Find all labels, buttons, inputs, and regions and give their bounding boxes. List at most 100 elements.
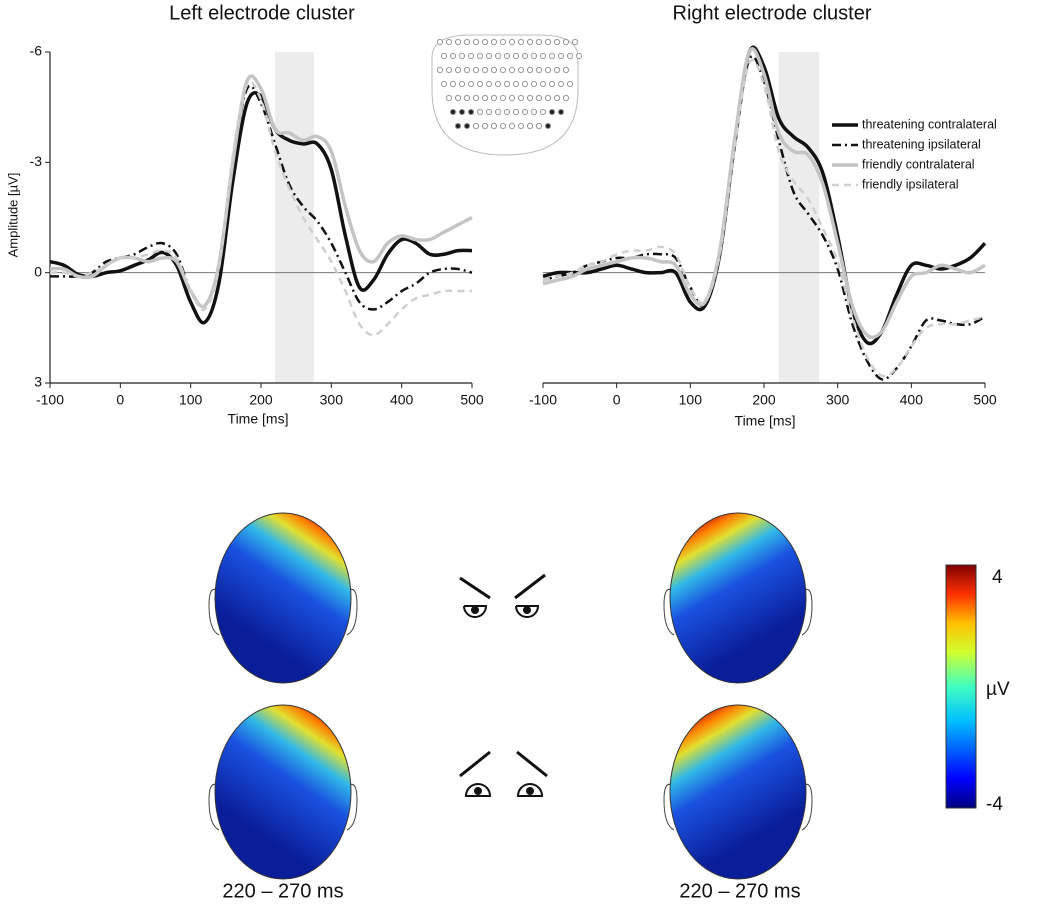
colorbar-tick-label: -4 — [986, 794, 1003, 815]
electrode — [485, 52, 493, 60]
electrode — [512, 80, 520, 88]
electrode — [517, 38, 525, 46]
colorbar-tick-label: 4 — [992, 567, 1003, 588]
electrode — [566, 52, 574, 60]
electrode — [503, 108, 511, 116]
series-line — [542, 58, 986, 378]
electrode — [463, 94, 471, 102]
x-tick-label: 0 — [116, 392, 124, 408]
x-tick-label: 0 — [613, 392, 621, 408]
electrode — [526, 94, 534, 102]
electrode — [530, 80, 538, 88]
y-tick-label: -6 — [30, 43, 43, 59]
electrode — [440, 52, 448, 60]
electrode — [445, 66, 453, 74]
legend-label: threatening contralateral — [862, 117, 997, 131]
electrode — [512, 108, 520, 116]
x-tick-label: -100 — [529, 392, 557, 408]
electrode — [526, 122, 534, 130]
electrode — [481, 94, 489, 102]
electrode — [499, 66, 507, 74]
electrode — [544, 66, 552, 74]
electrode — [548, 80, 556, 88]
series-line — [542, 55, 986, 381]
series-line — [542, 47, 986, 340]
electrode — [481, 122, 489, 130]
x-tick-label: 400 — [390, 392, 414, 408]
electrode — [526, 38, 534, 46]
electrode — [436, 38, 444, 46]
electrode — [508, 122, 516, 130]
electrode — [535, 38, 543, 46]
electrode — [481, 66, 489, 74]
topomaps: 220 – 270 ms 220 – 270 ms — [208, 512, 813, 902]
electrode — [449, 80, 457, 88]
electrode — [454, 66, 462, 74]
electrode — [562, 66, 570, 74]
electrode — [548, 52, 556, 60]
electrode — [539, 80, 547, 88]
electrode — [553, 94, 561, 102]
friendly-eyes-icon — [459, 750, 548, 797]
electrode — [472, 94, 480, 102]
electrode — [467, 80, 475, 88]
x-tick-label: 200 — [752, 392, 776, 408]
electrode — [490, 122, 498, 130]
electrode — [571, 38, 579, 46]
electrode — [472, 66, 480, 74]
electrode — [539, 52, 547, 60]
x-tick-label: 100 — [179, 392, 203, 408]
electrode — [575, 52, 583, 60]
electrode — [494, 108, 502, 116]
electrode — [503, 80, 511, 88]
electrode — [476, 80, 484, 88]
electrode — [445, 38, 453, 46]
highlight-window — [275, 52, 314, 383]
x-tick-label: -100 — [36, 392, 64, 408]
y-tick-label: 0 — [34, 263, 42, 279]
chart-title: Left electrode cluster — [169, 2, 355, 24]
electrode — [530, 108, 538, 116]
electrode — [476, 52, 484, 60]
colorbar-scale — [945, 564, 977, 809]
x-tick-label: 200 — [249, 392, 273, 408]
electrode — [562, 94, 570, 102]
electrode — [467, 108, 475, 116]
electrode — [557, 80, 565, 88]
electrode — [499, 38, 507, 46]
time-window-label: 220 – 270 ms — [222, 880, 343, 902]
x-tick-label: 400 — [900, 392, 924, 408]
electrode — [467, 52, 475, 60]
electrode — [521, 80, 529, 88]
electrode — [436, 66, 444, 74]
electrode — [517, 122, 525, 130]
electrode — [481, 38, 489, 46]
chart-title: Right electrode cluster — [673, 2, 872, 24]
electrode — [503, 52, 511, 60]
topomap — [208, 704, 358, 880]
electrode — [472, 38, 480, 46]
electrode — [539, 108, 547, 116]
topomap — [663, 704, 813, 880]
electrode — [535, 66, 543, 74]
electrode — [458, 108, 466, 116]
electrode — [530, 52, 538, 60]
electrode — [458, 80, 466, 88]
colorbar: 4 µV -4 — [945, 564, 1010, 815]
electrode — [485, 108, 493, 116]
series-line — [50, 84, 473, 311]
electrode — [454, 94, 462, 102]
electrode — [508, 66, 516, 74]
electrode — [553, 38, 561, 46]
x-tick-label: 300 — [320, 392, 344, 408]
highlight-window — [778, 52, 820, 383]
x-tick-label: 100 — [679, 392, 703, 408]
electrode — [463, 66, 471, 74]
angry-eyes-icon — [459, 573, 546, 618]
electrode — [521, 52, 529, 60]
x-axis-label: Time [ms] — [228, 411, 289, 427]
electrode — [566, 80, 574, 88]
electrode — [472, 122, 480, 130]
electrode — [490, 94, 498, 102]
